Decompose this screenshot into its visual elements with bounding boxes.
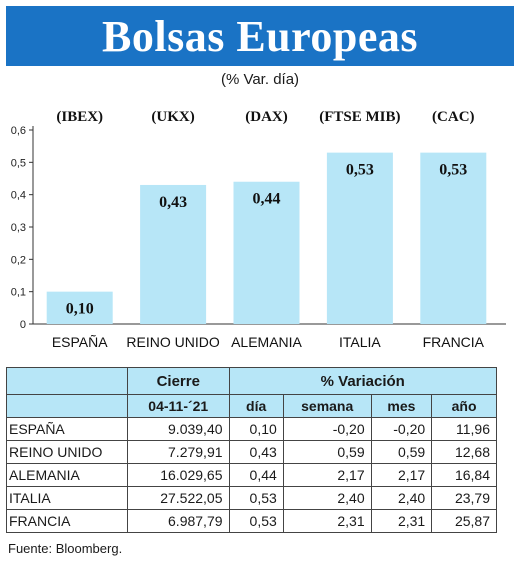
- header-ano: año: [431, 394, 497, 418]
- cell-ano: 25,87: [431, 509, 497, 533]
- cell-dia: 0,53: [228, 486, 284, 510]
- y-tick-label: 0,3: [11, 222, 26, 234]
- table-row: REINO UNIDO 7.279,91 0,43 0,59 0,59 12,6…: [6, 440, 497, 464]
- bar: [46, 291, 113, 324]
- row-name: REINO UNIDO: [6, 440, 128, 464]
- bar-chart: 0 0,1 0,2 0,3 0,4 0,5 0,6 0,10 (IBEX) ESPAÑA 0,43 (…: [11, 109, 506, 350]
- table-header-group-row: Cierre % Variación: [6, 367, 498, 395]
- cell-cierre: 7.279,91: [127, 440, 230, 464]
- cell-mes: 2,17: [370, 463, 433, 487]
- x-tick-label: FRANCIA: [423, 334, 485, 350]
- cell-ano: 11,96: [431, 417, 497, 441]
- header-dia: día: [228, 394, 284, 418]
- header-variacion: % Variación: [228, 367, 498, 395]
- row-name: ESPAÑA: [6, 417, 128, 441]
- y-tick-label: 0,6: [11, 125, 26, 137]
- x-tick-label: REINO UNIDO: [126, 334, 219, 350]
- index-code-label: (IBEX): [56, 109, 103, 125]
- bar-value-label: 0,53: [346, 162, 374, 179]
- header-fecha: 04-11-´21: [127, 394, 230, 418]
- title-banner: Bolsas Europeas: [6, 6, 514, 66]
- row-name: ITALIA: [6, 486, 128, 510]
- cell-semana: 2,17: [282, 463, 372, 487]
- index-code-label: (FTSE MIB): [319, 109, 400, 125]
- header-mes: mes: [370, 394, 433, 418]
- cell-semana: -0,20: [282, 417, 372, 441]
- cell-dia: 0,53: [228, 509, 284, 533]
- cell-semana: 0,59: [282, 440, 372, 464]
- y-tick-label: 0,2: [11, 254, 26, 266]
- bar-value-label: 0,10: [66, 301, 94, 318]
- table-row: ITALIA 27.522,05 0,53 2,40 2,40 23,79: [6, 486, 497, 510]
- y-tick-label: 0,4: [11, 190, 26, 202]
- cell-ano: 12,68: [431, 440, 497, 464]
- bar: [326, 152, 393, 324]
- bar-value-label: 0,43: [159, 194, 187, 211]
- cell-cierre: 9.039,40: [127, 417, 230, 441]
- header-cierre: Cierre: [127, 367, 230, 395]
- cell-cierre: 6.987,79: [127, 509, 230, 533]
- bar: [140, 184, 207, 324]
- source-note: Fuente: Bloomberg.: [8, 541, 123, 556]
- table-row: FRANCIA 6.987,79 0,53 2,31 2,31 25,87: [6, 509, 497, 533]
- cell-cierre: 16.029,65: [127, 463, 230, 487]
- table-row: ALEMANIA 16.029,65 0,44 2,17 2,17 16,84: [6, 463, 497, 487]
- y-tick-label: 0,5: [11, 157, 26, 169]
- cell-mes: -0,20: [370, 417, 433, 441]
- chart-subtitle: (% Var. día): [220, 71, 300, 88]
- cell-dia: 0,10: [228, 417, 284, 441]
- cell-mes: 0,59: [370, 440, 433, 464]
- cell-dia: 0,44: [228, 463, 284, 487]
- cell-cierre: 27.522,05: [127, 486, 230, 510]
- x-tick-label: ALEMANIA: [231, 334, 302, 350]
- page-title: Bolsas Europeas: [102, 11, 418, 61]
- cell-dia: 0,43: [228, 440, 284, 464]
- bar: [233, 181, 300, 324]
- row-name: FRANCIA: [6, 509, 128, 533]
- bar: [420, 152, 487, 324]
- data-table: Cierre % Variación 04-11-´21 día semana …: [6, 367, 498, 533]
- bar-value-label: 0,53: [439, 162, 467, 179]
- cell-ano: 23,79: [431, 486, 497, 510]
- cell-mes: 2,31: [370, 509, 433, 533]
- row-name: ALEMANIA: [6, 463, 128, 487]
- cell-semana: 2,31: [282, 509, 372, 533]
- table-header-row: 04-11-´21 día semana mes año: [6, 394, 497, 418]
- table-row: ESPAÑA 9.039,40 0,10 -0,20 -0,20 11,96: [6, 417, 497, 441]
- index-code-label: (CAC): [432, 109, 475, 125]
- cell-semana: 2,40: [282, 486, 372, 510]
- table-header-empty-cell: [6, 367, 128, 395]
- cell-mes: 2,40: [370, 486, 433, 510]
- bar-value-label: 0,44: [253, 191, 281, 208]
- header-semana: semana: [282, 394, 372, 418]
- x-tick-label: ITALIA: [339, 334, 381, 350]
- y-tick-label: 0: [20, 319, 26, 331]
- index-code-label: (UKX): [151, 109, 194, 125]
- y-tick-label: 0,1: [11, 287, 26, 299]
- cell-ano: 16,84: [431, 463, 497, 487]
- index-code-label: (DAX): [245, 109, 288, 125]
- x-tick-label: ESPAÑA: [52, 334, 108, 350]
- table-header-empty-cell: [6, 394, 128, 418]
